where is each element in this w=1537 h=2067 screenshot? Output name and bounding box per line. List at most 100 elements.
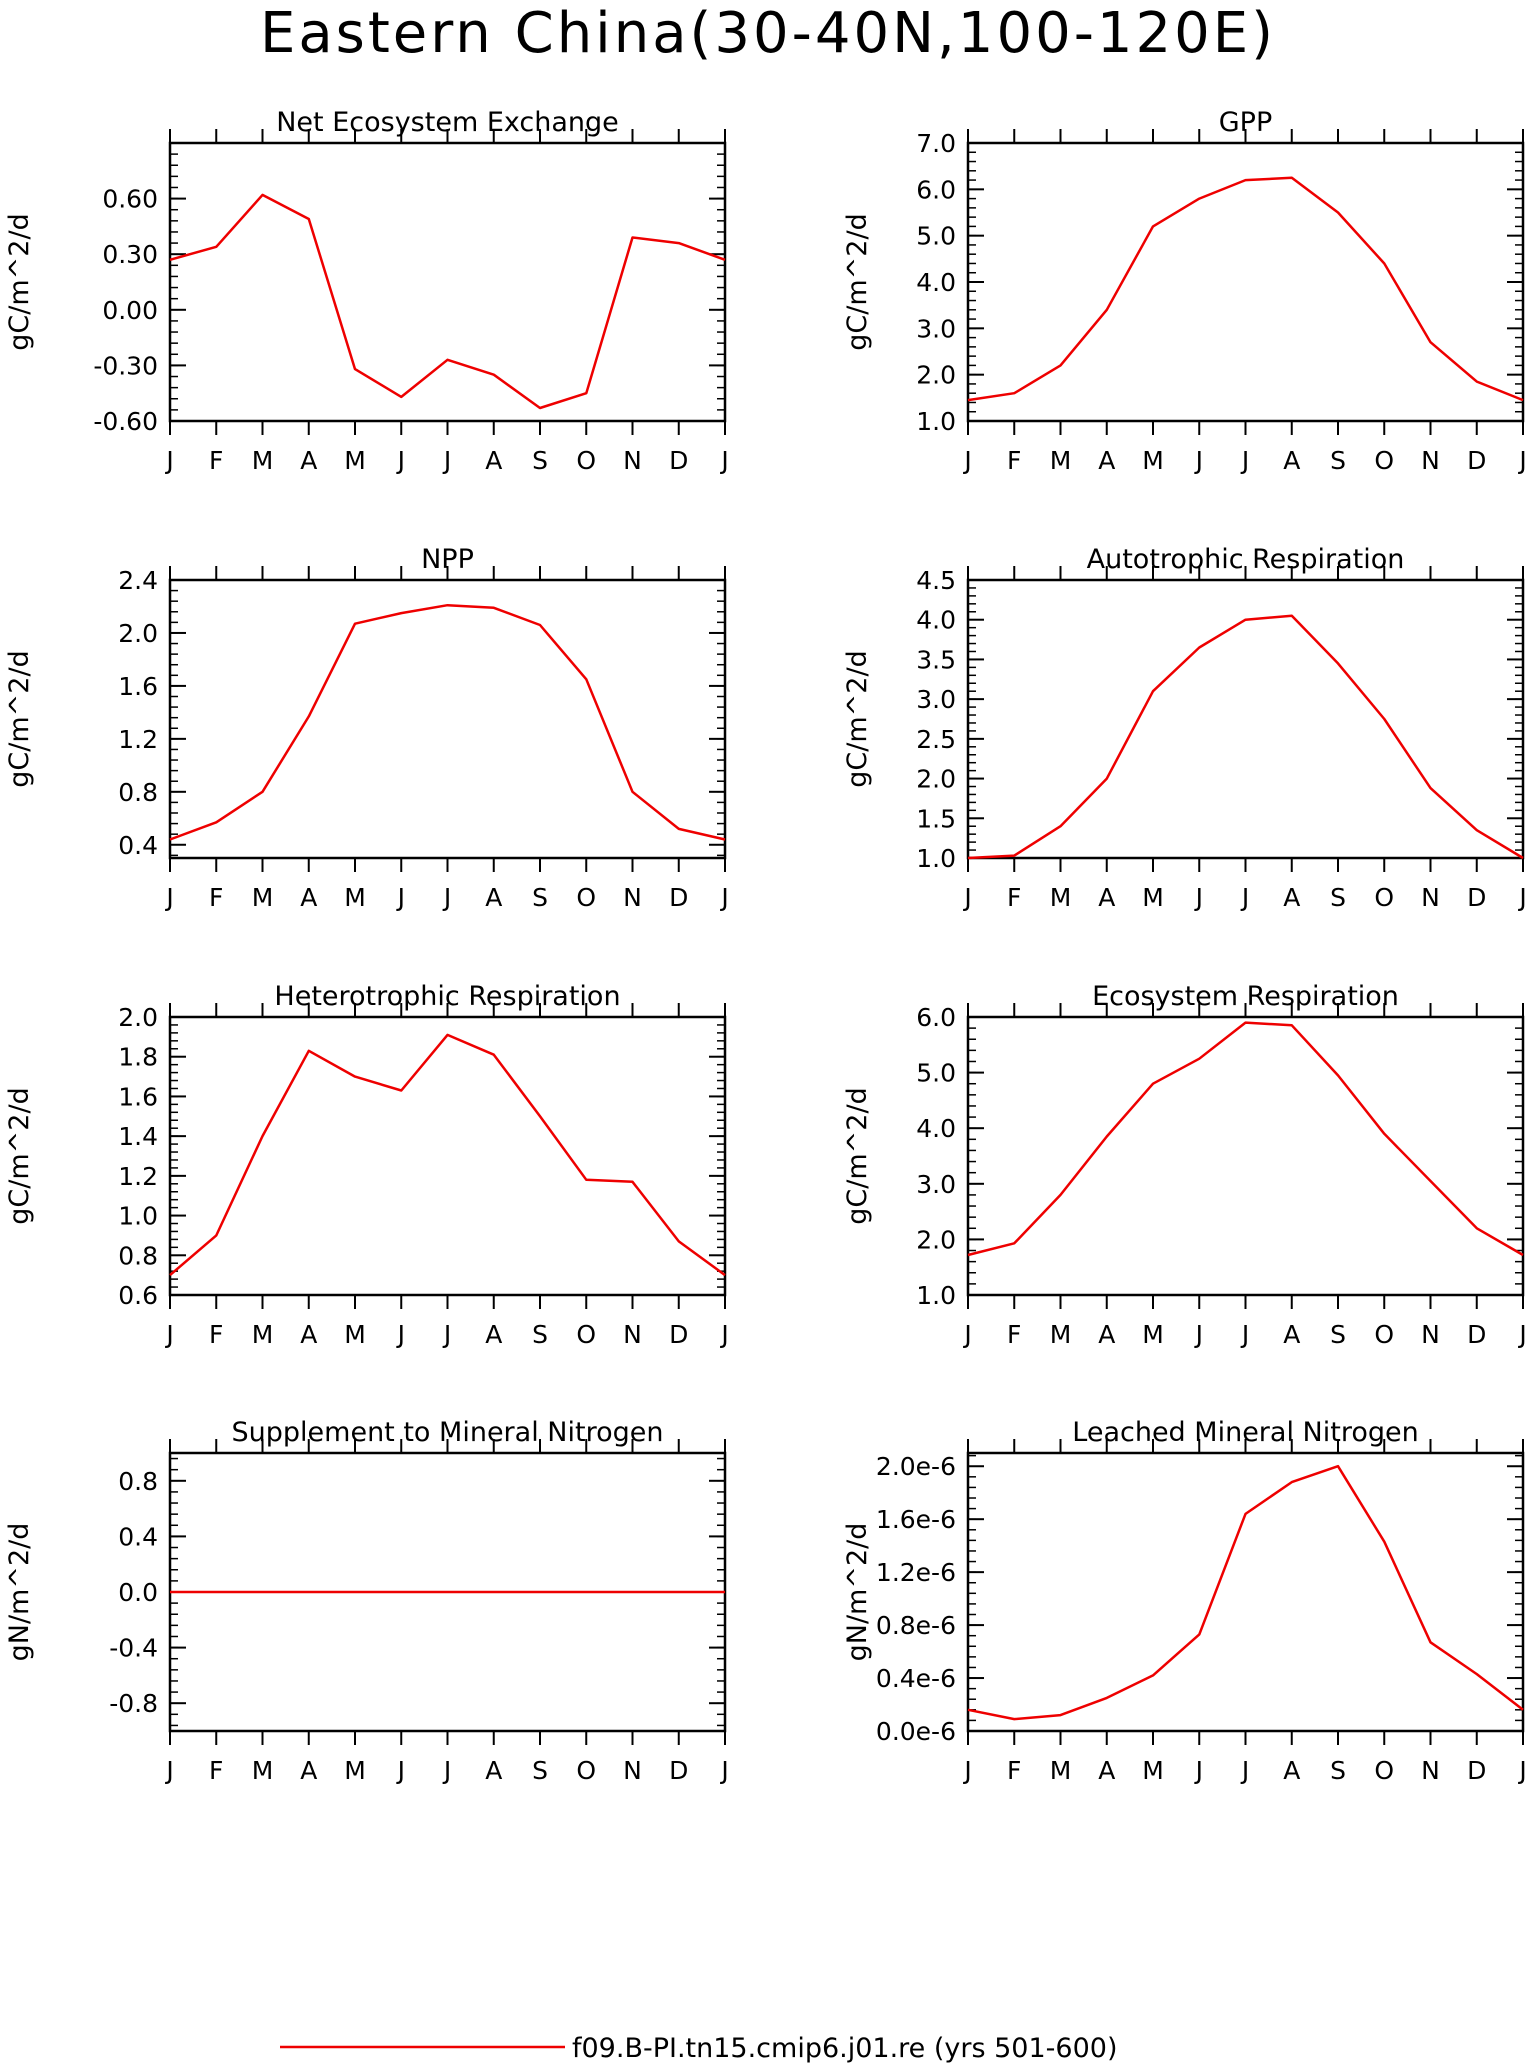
y-axis-label: gC/m^2/d xyxy=(4,1087,35,1224)
plot-frame xyxy=(966,1451,1525,1733)
x-tick-label: S xyxy=(1330,883,1346,912)
x-tick-label: M xyxy=(1142,883,1164,912)
panel-autotrophic-respiration: Autotrophic Respiration1.01.52.02.53.03.… xyxy=(842,544,1527,912)
x-tick-label: S xyxy=(1330,1756,1346,1785)
y-tick-label: 0.30 xyxy=(102,240,158,269)
y-tick-label: 1.0 xyxy=(916,844,956,873)
series-line xyxy=(967,176,1524,402)
y-tick-label: 0.8e-6 xyxy=(876,1611,956,1640)
x-tick-label: S xyxy=(532,1756,548,1785)
x-tick-label: F xyxy=(1007,446,1021,475)
panel-leached-mineral-nitrogen: Leached Mineral Nitrogen0.0e-60.4e-60.8e… xyxy=(842,1417,1527,1785)
y-tick-label: 3.0 xyxy=(916,314,956,343)
x-tick-label: D xyxy=(1467,446,1486,475)
x-tick-label: M xyxy=(1050,1320,1072,1349)
y-axis-label: gN/m^2/d xyxy=(4,1523,35,1662)
y-tick-label: 0.6 xyxy=(118,1281,158,1310)
y-axis-label: gC/m^2/d xyxy=(842,213,873,350)
x-tick-label: A xyxy=(485,1320,502,1349)
x-tick-label: N xyxy=(1421,446,1440,475)
x-tick-label: M xyxy=(344,883,366,912)
x-tick-label: J xyxy=(396,1320,405,1349)
y-axis-label: gC/m^2/d xyxy=(842,650,873,787)
x-tick-label: J xyxy=(1517,1320,1526,1349)
series-line xyxy=(967,614,1524,860)
y-tick-label: 1.5 xyxy=(916,804,956,833)
x-tick-label: A xyxy=(300,446,317,475)
y-tick-label: -0.8 xyxy=(109,1689,158,1718)
x-tick-label: J xyxy=(1517,883,1526,912)
y-tick-label: 2.4 xyxy=(118,566,158,595)
series-line xyxy=(967,1021,1524,1257)
y-tick-label: 0.8 xyxy=(118,778,158,807)
x-tick-label: A xyxy=(1283,446,1300,475)
y-axis-label: gC/m^2/d xyxy=(4,650,35,787)
x-tick-label: A xyxy=(1098,446,1115,475)
x-tick-label: F xyxy=(209,446,223,475)
x-tick-label: M xyxy=(252,1756,274,1785)
y-tick-label: 2.0 xyxy=(118,619,158,648)
x-tick-label: J xyxy=(962,1756,971,1785)
x-tick-label: A xyxy=(300,1756,317,1785)
y-tick-label: 3.0 xyxy=(916,1170,956,1199)
x-tick-label: J xyxy=(1517,446,1526,475)
y-tick-label: 0.4 xyxy=(118,1522,158,1551)
x-tick-label: J xyxy=(1240,446,1249,475)
x-tick-label: J xyxy=(164,1320,173,1349)
plot-frame xyxy=(168,578,727,860)
plot-frame xyxy=(966,141,1525,423)
series-line xyxy=(169,193,726,410)
y-tick-label: 4.0 xyxy=(916,268,956,297)
x-tick-label: N xyxy=(623,446,642,475)
x-tick-label: O xyxy=(576,1320,596,1349)
y-tick-label: 1.0 xyxy=(916,1281,956,1310)
plot-frame xyxy=(966,1015,1525,1297)
x-tick-label: O xyxy=(1374,1320,1394,1349)
y-tick-label: 1.6 xyxy=(118,1082,158,1111)
x-tick-label: J xyxy=(962,446,971,475)
x-tick-label: S xyxy=(1330,446,1346,475)
x-tick-label: N xyxy=(1421,883,1440,912)
x-tick-label: J xyxy=(1194,883,1203,912)
x-tick-label: F xyxy=(1007,883,1021,912)
y-tick-label: 1.6e-6 xyxy=(876,1505,956,1534)
x-tick-label: J xyxy=(164,1756,173,1785)
y-tick-label: 1.2e-6 xyxy=(876,1558,956,1587)
x-tick-label: J xyxy=(1194,1320,1203,1349)
x-tick-label: N xyxy=(623,1320,642,1349)
x-tick-label: J xyxy=(719,1320,728,1349)
x-tick-label: M xyxy=(344,446,366,475)
y-axis-label: gN/m^2/d xyxy=(842,1523,873,1662)
y-axis-label: gC/m^2/d xyxy=(4,213,35,350)
x-tick-label: A xyxy=(1283,883,1300,912)
y-tick-label: 0.00 xyxy=(102,296,158,325)
y-tick-label: -0.4 xyxy=(109,1634,158,1663)
y-tick-label: 1.0 xyxy=(916,407,956,436)
y-tick-label: 0.60 xyxy=(102,185,158,214)
x-tick-label: J xyxy=(396,1756,405,1785)
x-tick-label: M xyxy=(1142,1756,1164,1785)
panel-net-ecosystem-exchange: Net Ecosystem Exchange-0.60-0.300.000.30… xyxy=(4,107,729,475)
x-tick-label: J xyxy=(396,446,405,475)
x-tick-label: J xyxy=(442,1320,451,1349)
x-tick-label: D xyxy=(669,883,688,912)
y-tick-label: 0.8 xyxy=(118,1467,158,1496)
x-tick-label: A xyxy=(300,883,317,912)
panel-ecosystem-respiration: Ecosystem Respiration1.02.03.04.05.06.0J… xyxy=(842,981,1527,1349)
x-tick-label: N xyxy=(1421,1756,1440,1785)
x-tick-label: M xyxy=(344,1756,366,1785)
x-tick-label: J xyxy=(1517,1756,1526,1785)
x-tick-label: D xyxy=(1467,1756,1486,1785)
legend-label: f09.B-PI.tn15.cmip6.j01.re (yrs 501-600) xyxy=(572,2033,1117,2064)
x-tick-label: A xyxy=(485,1756,502,1785)
x-tick-label: J xyxy=(1240,1320,1249,1349)
x-tick-label: N xyxy=(623,883,642,912)
x-tick-label: N xyxy=(623,1756,642,1785)
x-tick-label: J xyxy=(442,1756,451,1785)
x-tick-label: O xyxy=(576,446,596,475)
x-tick-label: A xyxy=(1283,1320,1300,1349)
y-tick-label: 1.2 xyxy=(118,1162,158,1191)
x-tick-label: F xyxy=(1007,1320,1021,1349)
y-tick-label: 1.8 xyxy=(118,1043,158,1072)
